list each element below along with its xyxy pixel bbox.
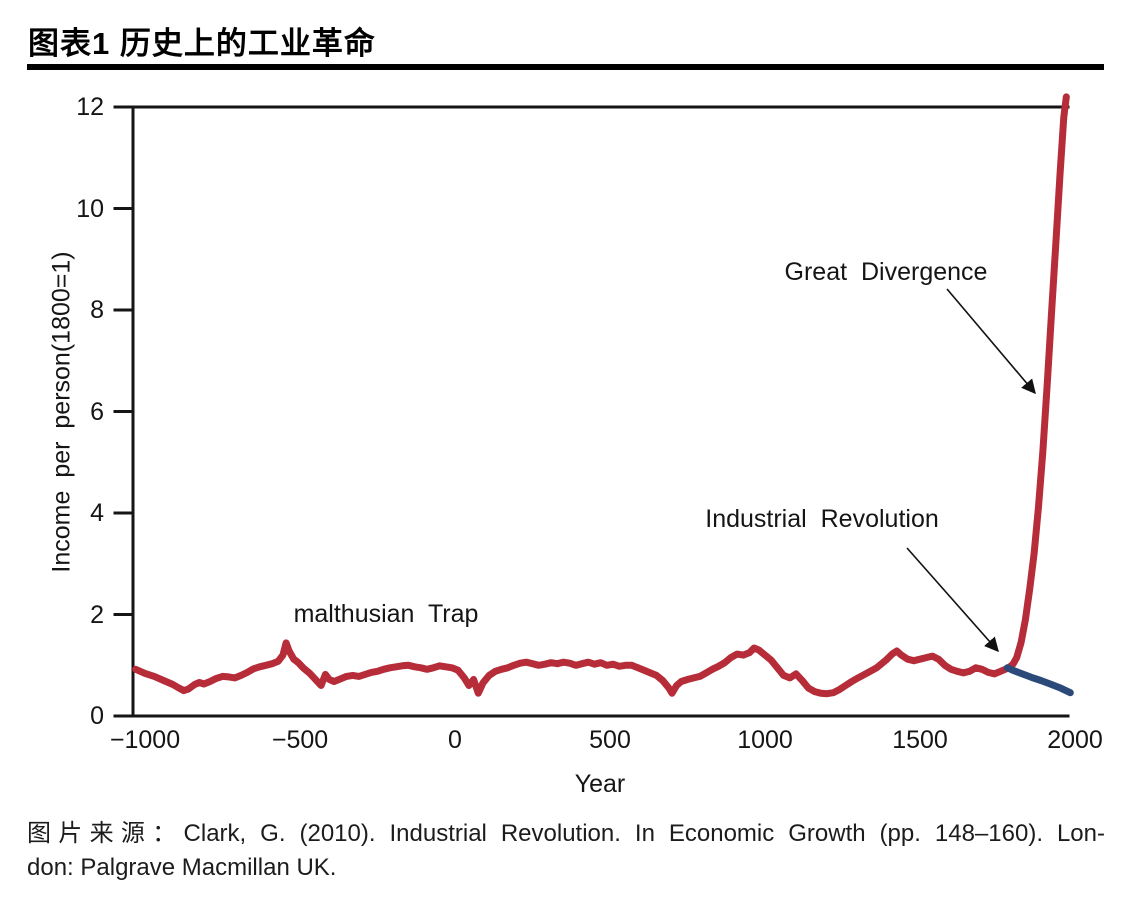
annotation-great-divergence: Great Divergence xyxy=(784,258,988,286)
x-tick-label: 500 xyxy=(589,726,631,754)
x-tick-label: 0 xyxy=(448,726,462,754)
x-tick-label: 1500 xyxy=(892,726,948,754)
source-caption-line1: 图片来源：Clark, G. (2010). Industrial Revolu… xyxy=(27,820,1105,847)
title-divider-rule xyxy=(27,64,1104,70)
series-malthusian-counterfactual xyxy=(1003,664,1074,697)
y-tick-label: 4 xyxy=(90,499,104,527)
arrow-great-divergence xyxy=(946,288,1036,395)
x-tick-label: −500 xyxy=(271,726,329,754)
annotation-industrial-revolution: Industrial Revolution xyxy=(705,505,939,533)
page-title: 图表1 历史上的工业革命 xyxy=(28,26,376,61)
y-tick-label: 12 xyxy=(76,93,104,121)
x-axis-title: Year xyxy=(574,770,626,798)
x-tick-label: −1000 xyxy=(109,726,181,754)
y-axis-title: Income per person(1800=1) xyxy=(47,251,76,573)
y-tick-label: 10 xyxy=(76,194,104,223)
y-tick-label: 0 xyxy=(90,702,104,730)
arrow-industrial-revolution xyxy=(906,547,999,653)
x-tick-label: 2000 xyxy=(1047,726,1103,754)
y-tick-label: 2 xyxy=(90,600,104,629)
y-tick-label: 6 xyxy=(90,397,104,426)
source-caption: 图片来源：Clark, G. (2010). Industrial Revolu… xyxy=(27,817,1105,885)
source-caption-line2: don: Palgrave Macmillan UK. xyxy=(27,854,337,881)
x-tick-label: 1000 xyxy=(737,726,793,754)
series-income-per-person-actual xyxy=(132,93,1070,698)
y-tick-label: 8 xyxy=(90,296,104,324)
annotation-malthusian-trap: malthusian Trap xyxy=(293,600,479,628)
